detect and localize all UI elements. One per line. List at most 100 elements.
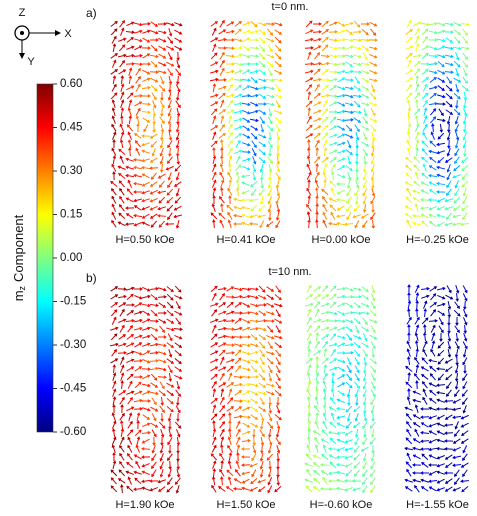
- vector-arrow: [360, 22, 370, 26]
- vector-arrow: [462, 469, 468, 478]
- vector-arrow: [250, 303, 259, 308]
- vector-arrow: [353, 453, 361, 461]
- vector-arrow: [423, 107, 428, 116]
- vector-arrow: [344, 447, 353, 452]
- vector-arrow: [305, 100, 313, 108]
- vector-arrow: [345, 45, 354, 50]
- vector-arrow: [328, 110, 338, 114]
- vector-arrow: [329, 204, 337, 212]
- vector-arrow: [322, 285, 329, 293]
- vector-arrow: [361, 77, 370, 83]
- vector-arrow: [241, 415, 251, 419]
- vector-arrow: [330, 163, 336, 172]
- vector-arrow: [141, 206, 150, 211]
- vector-arrow: [328, 197, 337, 203]
- vector-arrow: [446, 285, 452, 294]
- vector-arrow: [454, 139, 459, 149]
- vector-arrow: [307, 219, 311, 229]
- vector-arrow: [141, 470, 150, 475]
- vector-arrow: [322, 171, 327, 180]
- vector-field: [110, 20, 183, 229]
- vector-arrow: [241, 102, 251, 107]
- vector-arrow: [176, 452, 180, 462]
- vector-arrow: [249, 46, 259, 50]
- vector-arrow: [453, 36, 461, 44]
- vector-arrow: [370, 341, 376, 350]
- vector-arrow: [220, 99, 225, 108]
- vector-arrow: [463, 324, 467, 334]
- vector-arrow: [370, 373, 376, 382]
- vector-arrow: [362, 349, 368, 358]
- vector-arrow: [233, 375, 243, 379]
- vector-arrow: [249, 287, 259, 291]
- vector-arrow: [321, 116, 329, 124]
- vector-arrow: [336, 69, 346, 74]
- vector-arrow: [320, 61, 330, 66]
- vector-arrow: [158, 180, 165, 188]
- vector-arrow: [242, 165, 251, 171]
- vector-arrow: [210, 302, 219, 307]
- vector-arrow: [134, 38, 143, 43]
- vector-arrow: [165, 222, 175, 226]
- vector-arrow: [454, 188, 460, 197]
- vector-arrow: [306, 332, 312, 341]
- vector-arrow: [453, 108, 461, 116]
- vector-arrow: [268, 372, 273, 382]
- vector-arrow: [454, 421, 459, 430]
- vector-arrow: [354, 428, 359, 438]
- vector-arrow: [210, 318, 219, 323]
- vector-arrow: [322, 444, 327, 453]
- vector-arrow: [168, 429, 173, 438]
- vector-arrow: [407, 59, 412, 68]
- vector-arrow: [241, 78, 251, 82]
- vector-arrow: [268, 163, 273, 173]
- vector-arrow: [265, 319, 275, 323]
- vector-arrow: [259, 195, 264, 205]
- vector-arrow: [251, 453, 257, 462]
- vector-arrow: [320, 78, 330, 82]
- vector-arrow: [119, 123, 125, 132]
- vector-arrow: [414, 115, 419, 125]
- vector-arrow: [126, 85, 135, 91]
- vector-arrow: [228, 412, 232, 422]
- vector-arrow: [314, 83, 320, 92]
- vector-arrow: [233, 78, 243, 82]
- vector-arrow: [329, 125, 338, 131]
- vector-arrow: [267, 180, 272, 189]
- vector-arrow: [274, 29, 283, 35]
- vector-arrow: [444, 222, 453, 227]
- vector-arrow: [353, 461, 361, 469]
- vector-arrow: [371, 132, 376, 141]
- vector-arrow: [371, 348, 375, 358]
- vector-arrow: [314, 308, 320, 317]
- vector-arrow: [219, 413, 226, 421]
- vector-arrow: [353, 20, 361, 28]
- vector-arrow: [234, 406, 243, 412]
- vector-arrow: [228, 388, 233, 397]
- vector-arrow: [227, 444, 233, 453]
- vector-arrow: [142, 350, 151, 356]
- vector-arrow: [337, 382, 346, 388]
- vector-arrow: [250, 20, 258, 28]
- vector-arrow: [462, 68, 468, 77]
- vector-arrow: [444, 198, 453, 203]
- vector-arrow: [445, 373, 453, 381]
- vector-arrow: [321, 29, 329, 35]
- vector-arrow: [361, 45, 370, 51]
- vector-arrow: [210, 21, 219, 27]
- vector-arrow: [176, 147, 180, 157]
- vector-arrow: [454, 380, 459, 390]
- vector-arrow: [212, 187, 217, 196]
- vector-arrow: [370, 212, 376, 221]
- vector-arrow: [241, 471, 251, 476]
- vector-arrow: [363, 155, 368, 165]
- vector-arrow: [422, 99, 428, 108]
- vector-arrow: [110, 485, 118, 493]
- vector-arrow: [134, 295, 143, 300]
- vector-arrow: [304, 37, 314, 42]
- vector-arrow: [234, 390, 243, 396]
- vector-arrow: [329, 149, 338, 155]
- vector-arrow: [111, 187, 117, 196]
- vector-arrow: [346, 212, 352, 221]
- vector-arrow: [166, 382, 175, 388]
